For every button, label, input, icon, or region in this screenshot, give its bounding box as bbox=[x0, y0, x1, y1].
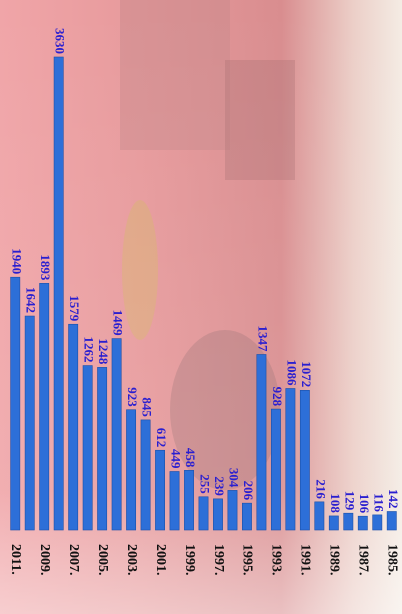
value-label: 449 bbox=[169, 449, 184, 469]
bar bbox=[315, 502, 324, 530]
bar bbox=[25, 316, 34, 530]
value-label: 129 bbox=[342, 491, 357, 511]
value-label: 1469 bbox=[111, 310, 126, 337]
value-label: 1579 bbox=[67, 295, 82, 322]
x-tick-label: 2009. bbox=[37, 544, 52, 576]
value-label: 108 bbox=[328, 493, 343, 513]
bar bbox=[358, 516, 367, 530]
value-label: 3630 bbox=[53, 28, 68, 54]
x-tick-label: 2001. bbox=[153, 544, 168, 576]
value-label: 458 bbox=[183, 448, 198, 468]
bar bbox=[387, 511, 396, 530]
value-label: 255 bbox=[198, 474, 213, 494]
bar bbox=[373, 515, 382, 530]
x-tick-label: 1993. bbox=[269, 544, 284, 576]
bar bbox=[170, 471, 179, 530]
bar bbox=[97, 367, 106, 530]
value-label: 1262 bbox=[82, 337, 97, 363]
value-label: 923 bbox=[125, 387, 140, 407]
value-label: 304 bbox=[226, 468, 241, 488]
value-label: 1248 bbox=[96, 338, 111, 365]
bar bbox=[69, 324, 78, 530]
x-tick-label: 1991. bbox=[298, 544, 313, 576]
value-label: 116 bbox=[371, 493, 386, 512]
bar bbox=[242, 503, 251, 530]
value-label: 1642 bbox=[24, 287, 39, 313]
value-label: 1347 bbox=[255, 325, 270, 352]
bar bbox=[141, 420, 150, 530]
chart: 19402011.164218932009.363015792007.12621… bbox=[0, 0, 402, 614]
value-label: 206 bbox=[241, 481, 256, 501]
value-label: 239 bbox=[212, 476, 227, 496]
x-tick-label: 2007. bbox=[66, 544, 81, 576]
bar bbox=[300, 390, 309, 530]
value-label: 1086 bbox=[284, 359, 299, 386]
bar bbox=[155, 450, 164, 530]
bar bbox=[126, 410, 135, 530]
x-tick-label: 2011. bbox=[8, 544, 23, 575]
value-label: 928 bbox=[270, 387, 285, 407]
bar bbox=[11, 277, 20, 530]
bar bbox=[257, 354, 266, 530]
value-label: 1072 bbox=[299, 361, 314, 387]
bar bbox=[329, 516, 338, 530]
bar bbox=[40, 283, 49, 530]
value-label: 216 bbox=[313, 479, 328, 499]
bar bbox=[271, 409, 280, 530]
x-tick-label: 1989. bbox=[327, 544, 342, 576]
value-label: 106 bbox=[357, 494, 372, 514]
bar bbox=[213, 499, 222, 530]
x-tick-label: 1987. bbox=[356, 544, 371, 576]
bar bbox=[286, 388, 295, 530]
bar bbox=[344, 513, 353, 530]
x-tick-label: 1997. bbox=[211, 544, 226, 576]
bar bbox=[83, 366, 92, 530]
bar bbox=[184, 470, 193, 530]
value-label: 1893 bbox=[38, 254, 53, 281]
bar bbox=[199, 497, 208, 530]
value-label: 142 bbox=[386, 489, 401, 509]
value-label: 1940 bbox=[9, 248, 24, 274]
value-label: 612 bbox=[154, 428, 169, 448]
x-tick-label: 1985. bbox=[385, 544, 400, 576]
x-tick-label: 2005. bbox=[95, 544, 110, 576]
bar bbox=[54, 57, 63, 530]
bar bbox=[228, 490, 237, 530]
value-label: 845 bbox=[140, 397, 155, 417]
bar bbox=[112, 339, 121, 530]
x-tick-label: 1999. bbox=[182, 544, 197, 576]
x-tick-label: 1995. bbox=[240, 544, 255, 576]
x-tick-label: 2003. bbox=[124, 544, 139, 576]
